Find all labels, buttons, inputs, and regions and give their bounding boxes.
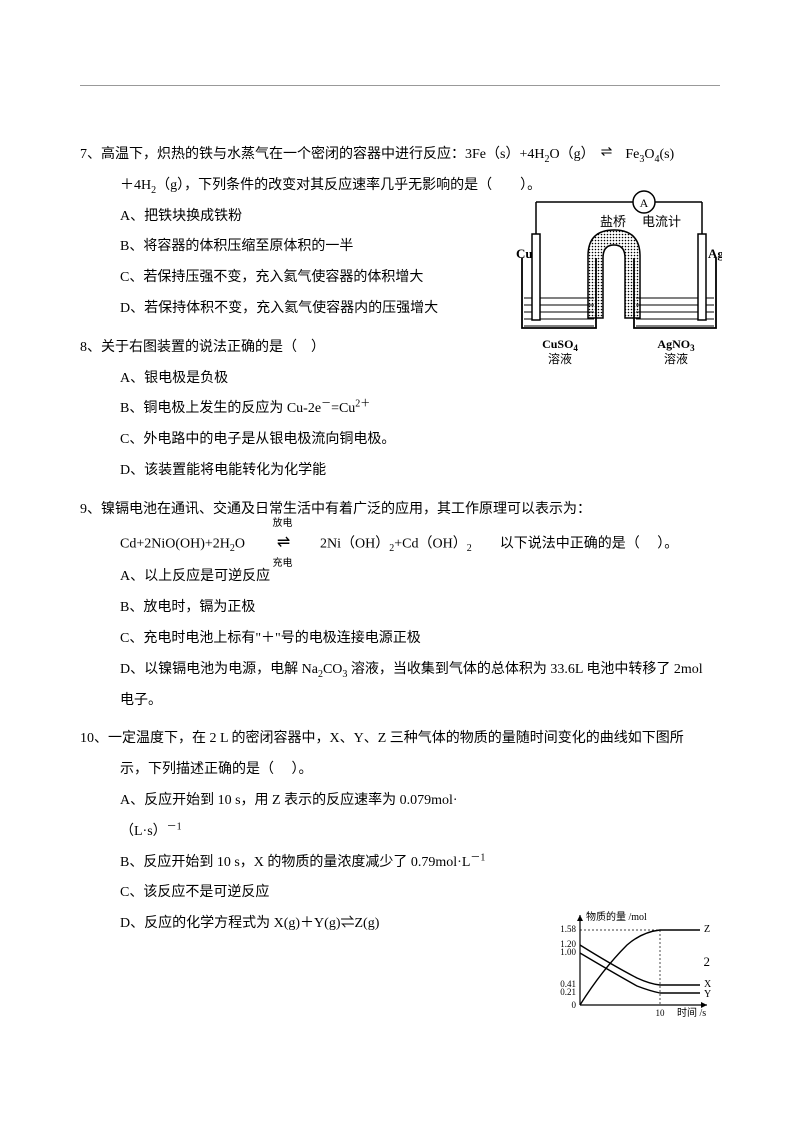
q7-stem-a: 高温下，炽热的铁与水蒸气在一个密闭的容器中进行反应：3Fe（s）+4H <box>101 147 544 162</box>
q7-line2b: （g），下列条件的改变对其反应速率几乎无影响的是（ ）。 <box>156 178 541 193</box>
mol-time-chart: 物质的量 /mol 时间 /s 1.58 1.20 1.00 0.41 0.21… <box>542 910 722 1020</box>
q7-stem-d: O <box>644 147 654 162</box>
sup-minus: － <box>321 399 331 410</box>
header-rule <box>80 85 720 86</box>
q7-stem-c: Fe <box>625 147 639 162</box>
series-z-label: Z <box>704 924 710 935</box>
q10-opt-b: B、反应开始到 10 s，X 的物质的量浓度减少了 0.79mol·L－1 <box>120 848 490 879</box>
q9-num: 9、 <box>80 502 101 517</box>
svg-text:1.00: 1.00 <box>560 947 576 957</box>
q9-eq-tail: 以下说法中正确的是（ ）。 <box>472 536 679 551</box>
q9-opt-c: C、充电时电池上标有"＋"号的电极连接电源正极 <box>120 624 720 655</box>
q7-line2a: ＋4H <box>120 178 151 193</box>
ammeter-label: 电流计 <box>642 214 681 229</box>
q8-opt-b: B、铜电极上发生的反应为 Cu-2e－=Cu2＋ <box>120 394 720 425</box>
ag-label: Ag <box>708 246 722 261</box>
cu-label: Cu <box>516 246 533 261</box>
svg-text:AgNO3: AgNO3 <box>657 337 695 353</box>
q9-opt-d: D、以镍镉电池为电源，电解 Na2CO3 溶液，当收集到气体的总体积为 33.6… <box>120 655 720 686</box>
salt-bridge-label: 盐桥 <box>600 214 626 229</box>
svg-text:0: 0 <box>572 1000 577 1010</box>
sup-2plus: 2＋ <box>355 399 370 410</box>
q9-eq-left: Cd+2NiO(OH)+2H <box>120 536 230 551</box>
q10-opt-a: A、反应开始到 10 s，用 Z 表示的反应速率为 0.079mol·（L·s）… <box>120 786 490 848</box>
q10-num: 10、 <box>80 731 108 746</box>
q7-stem-e: (s) <box>659 147 674 162</box>
series-y-label: Y <box>704 989 711 1000</box>
svg-text:10: 10 <box>656 1008 666 1018</box>
page-number: 2 <box>704 954 711 970</box>
q10-stem-b: 示，下列描述正确的是（ ）。 <box>120 762 313 777</box>
q9-eq-ra: 2Ni（OH） <box>320 536 389 551</box>
q9-opt-a: A、以上反应是可逆反应 <box>120 562 720 593</box>
svg-text:溶液: 溶液 <box>664 351 688 366</box>
svg-text:0.21: 0.21 <box>560 987 576 997</box>
q9-eq-rb: +Cd（OH） <box>394 536 466 551</box>
chart-ylabel: 物质的量 /mol <box>586 910 647 923</box>
q8-opt-c: C、外电路中的电子是从银电极流向铜电极。 <box>120 425 720 456</box>
q9-stem: 镍镉电池在通讯、交通及日常生活中有着广泛的应用，其工作原理可以表示为： <box>101 502 591 517</box>
q8-num: 8、 <box>80 340 101 355</box>
question-10: 10、一定温度下，在 2 L 的密闭容器中，X、Y、Z 三种气体的物质的量随时间… <box>80 724 720 940</box>
rev-arrow-icon: ⇌ <box>601 138 613 169</box>
q7-num: 7、 <box>80 147 101 162</box>
electrochemical-cell-figure: A 盐桥 电流计 Cu Ag <box>516 188 722 378</box>
q7-stem-b: O（g） <box>549 147 594 162</box>
q8-opt-d: D、该装置能将电能转化为化学能 <box>120 456 720 487</box>
q10-stem-a: 一定温度下，在 2 L 的密闭容器中，X、Y、Z 三种气体的物质的量随时间变化的… <box>108 731 684 746</box>
svg-text:CuSO4: CuSO4 <box>542 337 578 353</box>
labeled-arrow: 放电 ⇌ 充电 <box>253 526 313 562</box>
chart-xlabel: 时间 /s <box>677 1006 706 1019</box>
ammeter-symbol: A <box>640 196 649 210</box>
q9-opt-b: B、放电时，镉为正极 <box>120 593 720 624</box>
q9-opt-d2: 电子。 <box>120 686 720 717</box>
svg-text:溶液: 溶液 <box>548 351 572 366</box>
question-9: 9、镍镉电池在通讯、交通及日常生活中有着广泛的应用，其工作原理可以表示为： Cd… <box>80 495 720 717</box>
svg-text:1.58: 1.58 <box>560 924 576 934</box>
q8-stem: 关于右图装置的说法正确的是（ ） <box>101 340 325 355</box>
q10-opt-d: D、反应的化学方程式为 X(g)＋Y(g)⇌Z(g) <box>120 909 490 940</box>
q10-opt-c: C、该反应不是可逆反应 <box>120 878 490 909</box>
